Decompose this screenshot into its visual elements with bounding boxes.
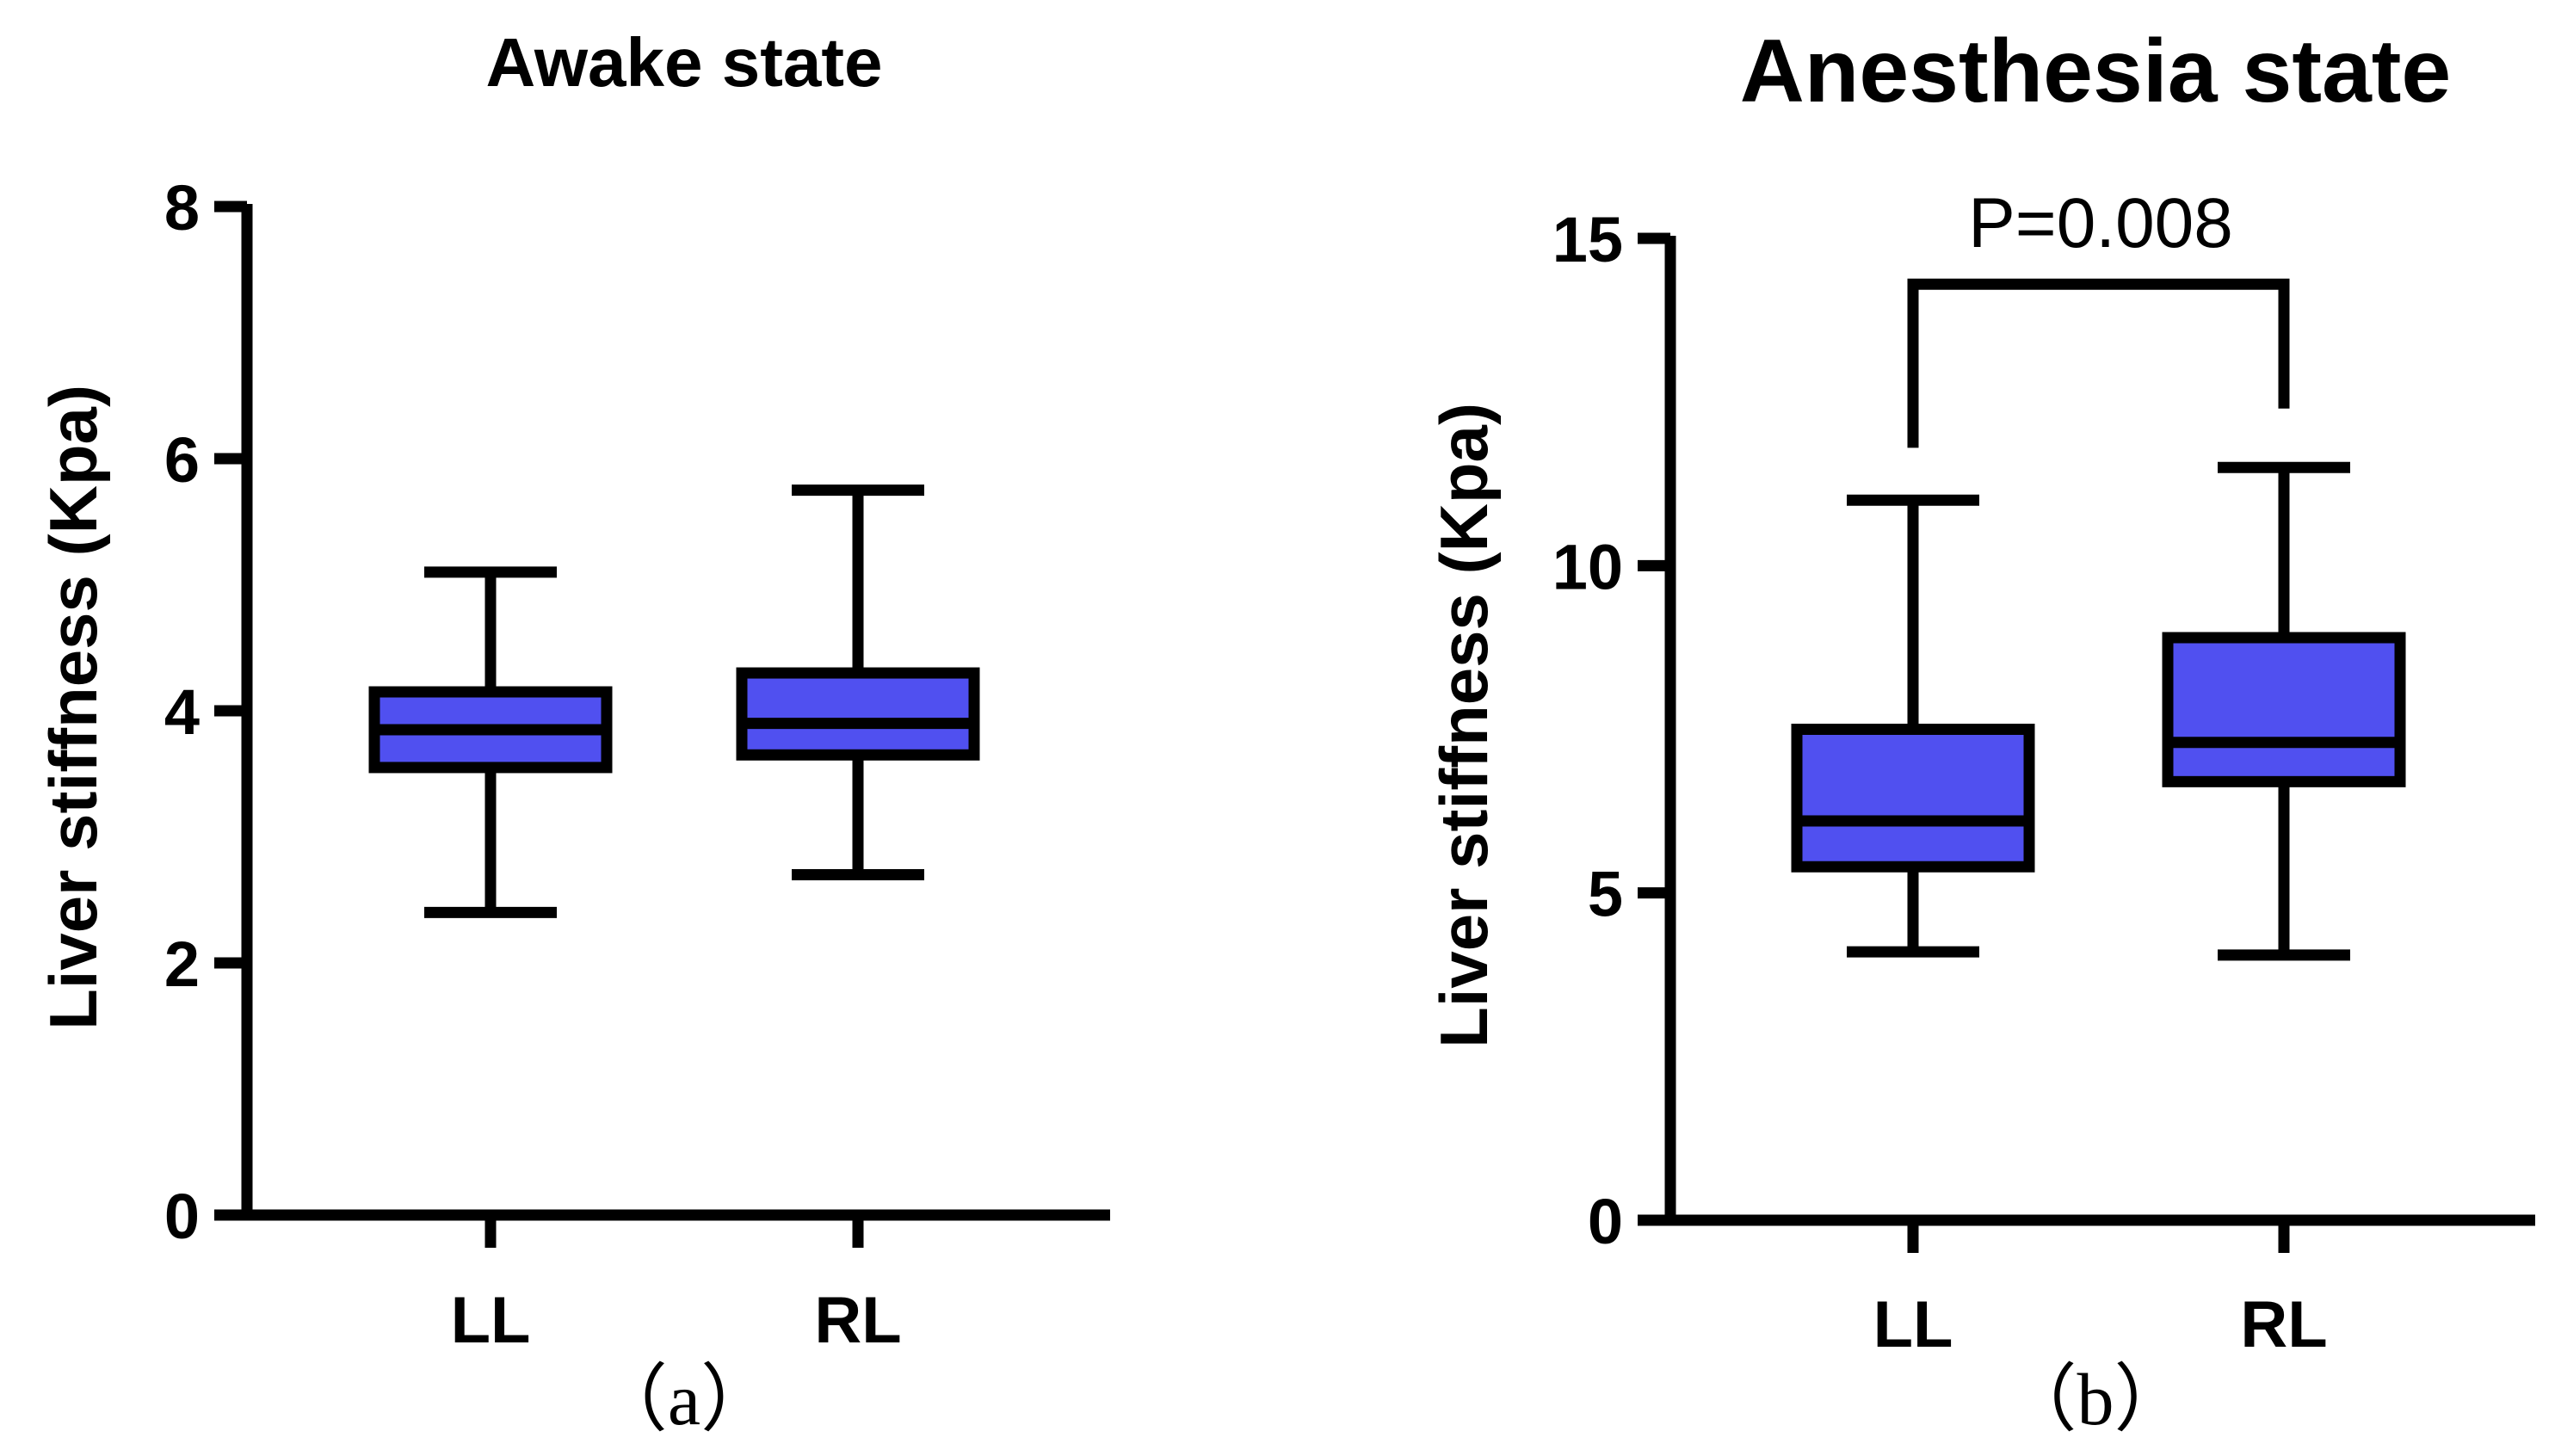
y-axis-label: Liver stiffness (Kpa) — [35, 385, 111, 1030]
y-tick-label: 8 — [164, 172, 200, 244]
y-tick-label: 0 — [164, 1181, 200, 1252]
x-tick-label: RL — [2240, 1288, 2327, 1361]
y-tick-label: 2 — [164, 929, 200, 1000]
x-tick-label: RL — [814, 1284, 901, 1357]
x-tick-label: LL — [451, 1284, 531, 1357]
y-tick-label: 5 — [1588, 859, 1623, 930]
y-tick-label: 15 — [1552, 204, 1623, 275]
y-tick-label: 10 — [1552, 531, 1623, 602]
chart-awake-state: Awake state Liver stiffness (Kpa) （a） 0 2… — [35, 24, 1110, 1441]
box-rl — [736, 667, 980, 761]
y-tick-label: 4 — [164, 676, 200, 748]
box-rl — [2162, 632, 2406, 787]
chart-title: Anesthesia state — [1740, 22, 2452, 121]
y-axis-label: Liver stiffness (Kpa) — [1426, 403, 1502, 1048]
y-tick-label: 0 — [1588, 1186, 1623, 1257]
chart-anesthesia-state: Anesthesia state Liver stiffness (Kpa) （… — [1426, 22, 2535, 1441]
panel-label: （b） — [2003, 1358, 2188, 1441]
x-tick-label: LL — [1873, 1288, 1953, 1361]
plot-area: 0 2 4 6 8 LL RL — [164, 172, 1110, 1357]
y-tick-label: 6 — [164, 424, 200, 496]
significance-bracket — [1907, 278, 2290, 448]
chart-title: Awake state — [485, 24, 882, 101]
significance-label: P=0.008 — [1968, 184, 2233, 262]
panel-label: （a） — [594, 1358, 775, 1441]
plot-area: 0 5 10 15 LL RL — [1552, 204, 2535, 1361]
box-ll — [1791, 724, 2035, 873]
